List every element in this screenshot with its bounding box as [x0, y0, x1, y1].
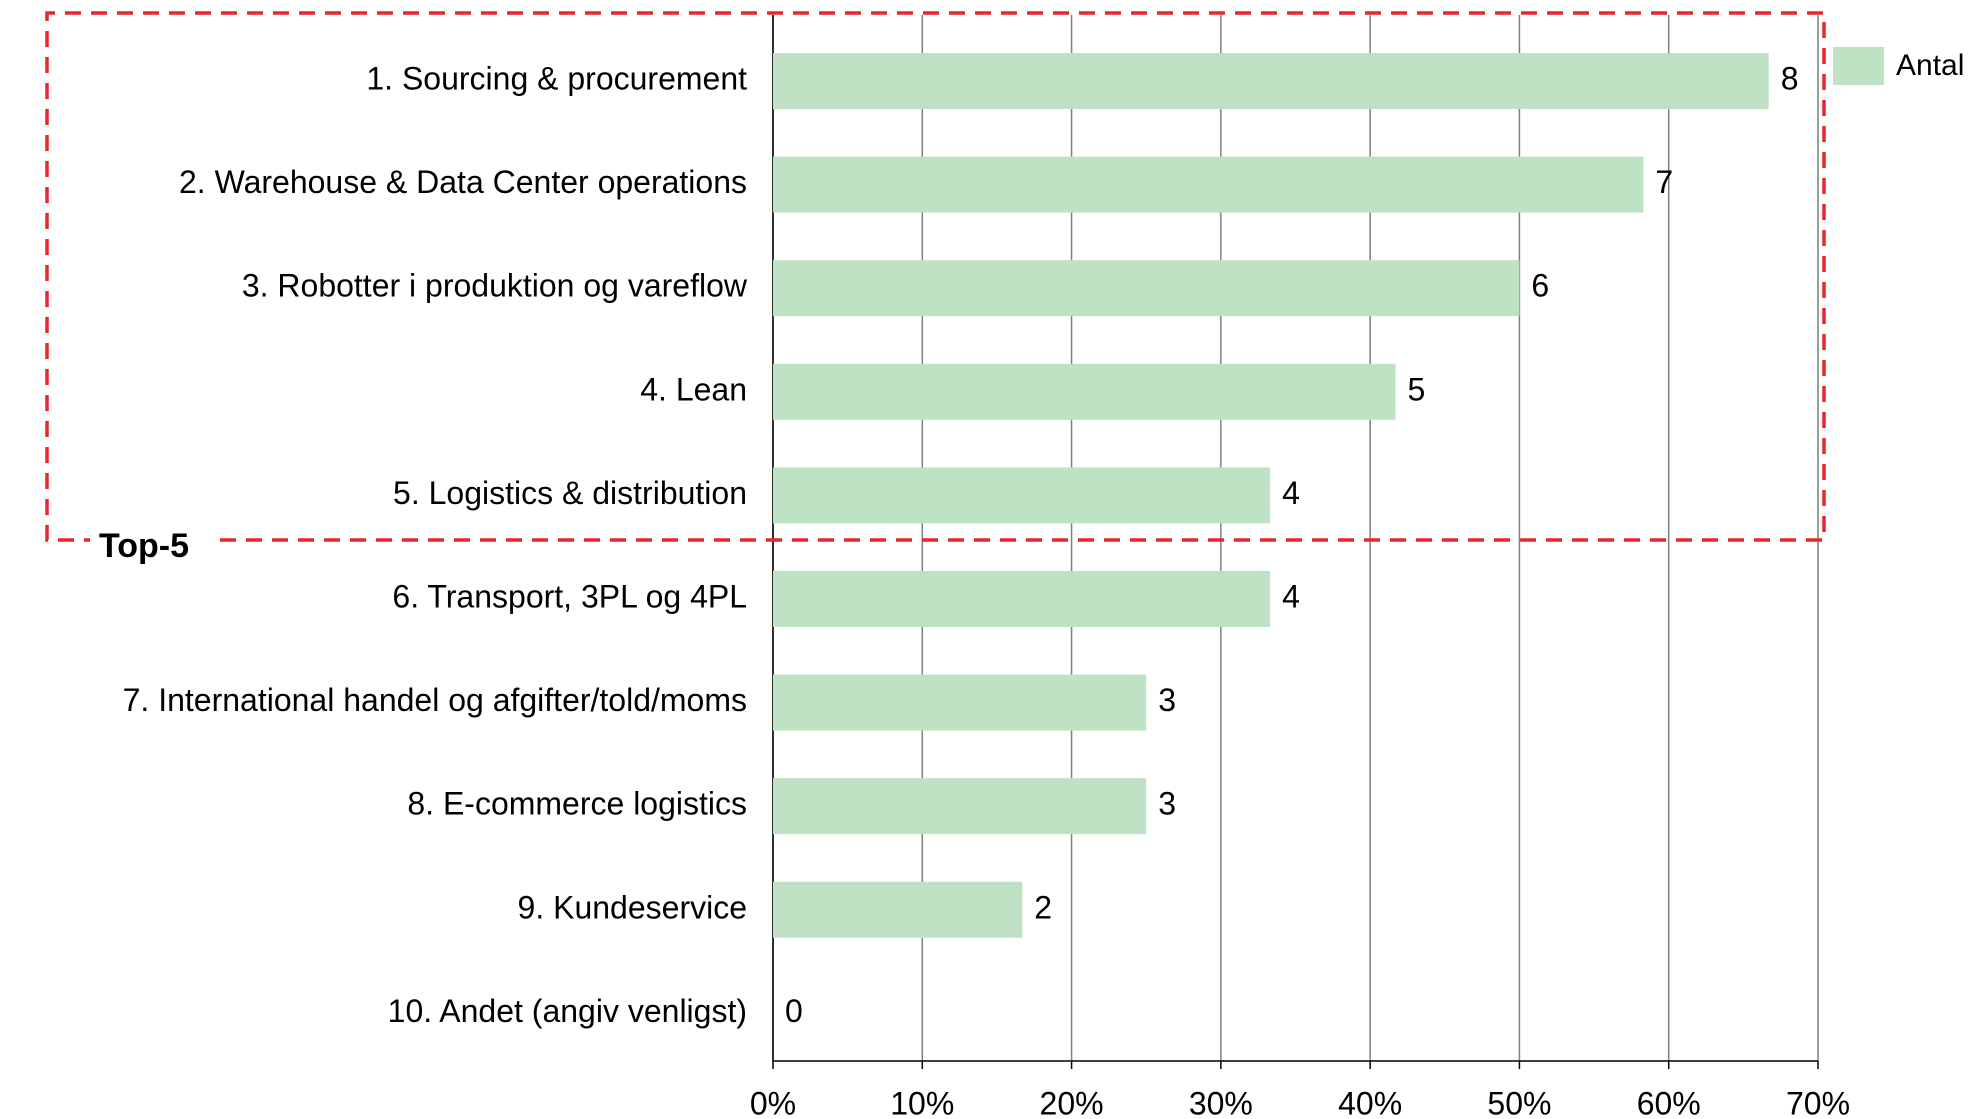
x-tick-label: 30%	[1189, 1085, 1253, 1119]
bar	[773, 571, 1271, 627]
bar	[773, 778, 1147, 835]
value-label: 2	[1034, 889, 1052, 925]
x-tick-label: 50%	[1487, 1085, 1551, 1119]
bar	[773, 363, 1396, 420]
value-label: 3	[1158, 682, 1176, 718]
y-tick-label: 1. Sourcing & procurement	[366, 60, 747, 96]
y-tick-label: 7. International handel og afgifter/told…	[123, 682, 747, 718]
value-label: 4	[1282, 475, 1300, 511]
bar	[773, 674, 1147, 731]
bar	[773, 881, 1023, 938]
value-label: 6	[1531, 268, 1549, 304]
value-label: 4	[1282, 578, 1300, 614]
y-tick-label: 3. Robotter i produktion og vareflow	[242, 268, 748, 304]
bar	[773, 53, 1769, 109]
y-tick-label: 10. Andet (angiv venligst)	[388, 993, 747, 1029]
value-label: 3	[1158, 786, 1176, 822]
x-tick-label: 70%	[1786, 1085, 1850, 1119]
y-tick-label: 9. Kundeservice	[518, 889, 747, 925]
y-tick-label: 5. Logistics & distribution	[393, 475, 747, 511]
x-tick-label: 0%	[750, 1085, 796, 1119]
legend-label: Antal	[1896, 49, 1964, 82]
y-tick-label: 8. E-commerce logistics	[407, 786, 747, 822]
bar	[773, 467, 1271, 524]
value-label: 5	[1408, 371, 1426, 407]
x-tick-label: 20%	[1040, 1085, 1104, 1119]
legend-swatch	[1833, 47, 1884, 85]
x-tick-label: 10%	[890, 1085, 954, 1119]
bar	[773, 260, 1520, 317]
value-label: 8	[1781, 60, 1799, 96]
value-label: 0	[785, 993, 803, 1029]
annotation: Top-5	[99, 527, 189, 565]
x-tick-label: 60%	[1637, 1085, 1701, 1119]
x-tick-label: 40%	[1338, 1085, 1402, 1119]
value-label: 7	[1655, 164, 1673, 200]
bar	[773, 156, 1644, 213]
highlight-box	[45, 11, 1826, 542]
y-tick-label: 4. Lean	[640, 371, 747, 407]
y-tick-label: 6. Transport, 3PL og 4PL	[392, 578, 747, 614]
y-tick-label: 2. Warehouse & Data Center operations	[179, 164, 747, 200]
